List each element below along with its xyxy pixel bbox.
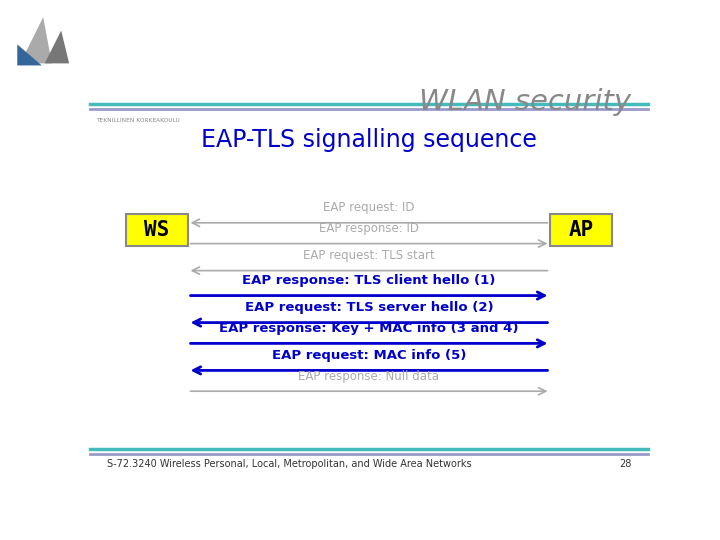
Text: S-72.3240 Wireless Personal, Local, Metropolitan, and Wide Area Networks: S-72.3240 Wireless Personal, Local, Metr… (107, 459, 472, 469)
Text: EAP request: TLS start: EAP request: TLS start (303, 249, 435, 262)
FancyBboxPatch shape (550, 214, 612, 246)
Text: TEKNILLINEN KORKEAKOULU: TEKNILLINEN KORKEAKOULU (96, 118, 179, 123)
Text: WLAN security: WLAN security (419, 87, 631, 116)
Text: EAP response: ID: EAP response: ID (319, 222, 419, 235)
Text: WS: WS (144, 220, 170, 240)
Text: EAP-TLS signalling sequence: EAP-TLS signalling sequence (201, 128, 537, 152)
Text: EAP request: MAC info (5): EAP request: MAC info (5) (272, 349, 466, 362)
FancyBboxPatch shape (126, 214, 188, 246)
Text: EAP response: Null data: EAP response: Null data (299, 370, 439, 383)
Polygon shape (20, 17, 52, 63)
Text: AP: AP (568, 220, 594, 240)
Text: 28: 28 (619, 459, 631, 469)
Text: EAP request: TLS server hello (2): EAP request: TLS server hello (2) (245, 301, 493, 314)
Polygon shape (45, 31, 69, 63)
Text: EAP response: TLS client hello (1): EAP response: TLS client hello (1) (243, 274, 495, 287)
Polygon shape (17, 44, 42, 65)
Text: EAP request: ID: EAP request: ID (323, 201, 415, 214)
Text: EAP response: Key + MAC info (3 and 4): EAP response: Key + MAC info (3 and 4) (220, 322, 518, 335)
